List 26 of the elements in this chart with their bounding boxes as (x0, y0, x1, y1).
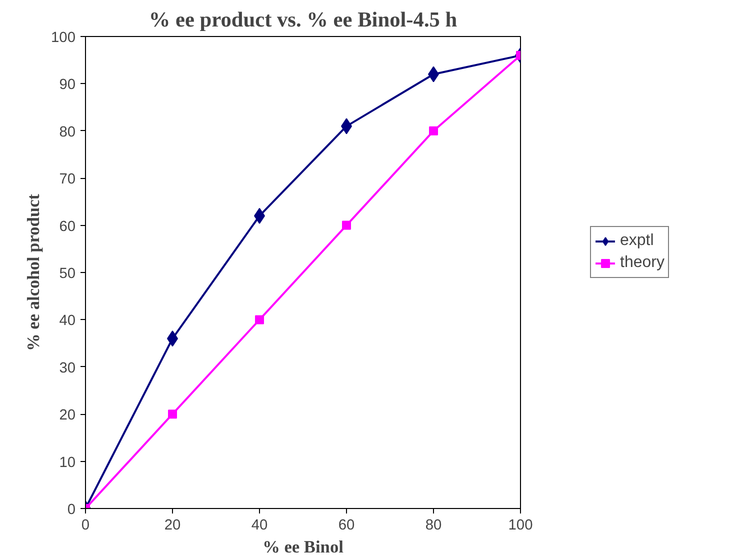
x-tick-label: 60 (338, 518, 355, 534)
point (429, 126, 438, 136)
y-tick-label: 30 (59, 360, 76, 376)
chart-title: % ee product vs. % ee Binol-4.5 h (148, 8, 458, 32)
x-axis-title: % ee Binol (262, 538, 344, 556)
y-axis-title: % ee alcohol product (24, 194, 44, 352)
x-tick-label: 80 (425, 518, 442, 534)
point (255, 315, 264, 324)
y-tick-label: 40 (59, 313, 76, 330)
y-tick-label: 90 (59, 77, 76, 94)
y-tick-label: 80 (59, 124, 76, 140)
legend-label: theory (620, 254, 664, 272)
legend-label: exptl (620, 232, 654, 250)
x-tick-label: 0 (81, 518, 90, 534)
y-tick-label: 100 (51, 30, 76, 46)
x-tick-label: 100 (508, 518, 533, 534)
y-tick-label: 70 (59, 172, 76, 188)
y-tick-label: 60 (59, 218, 76, 235)
x-tick-label: 20 (164, 518, 181, 534)
y-tick-label: 20 (59, 408, 76, 424)
point (342, 220, 351, 230)
point (168, 410, 177, 419)
x-tick-label: 40 (251, 518, 268, 534)
y-tick-label: 10 (59, 454, 76, 471)
y-tick-label: 0 (67, 502, 76, 518)
y-tick-label: 50 (59, 266, 76, 282)
